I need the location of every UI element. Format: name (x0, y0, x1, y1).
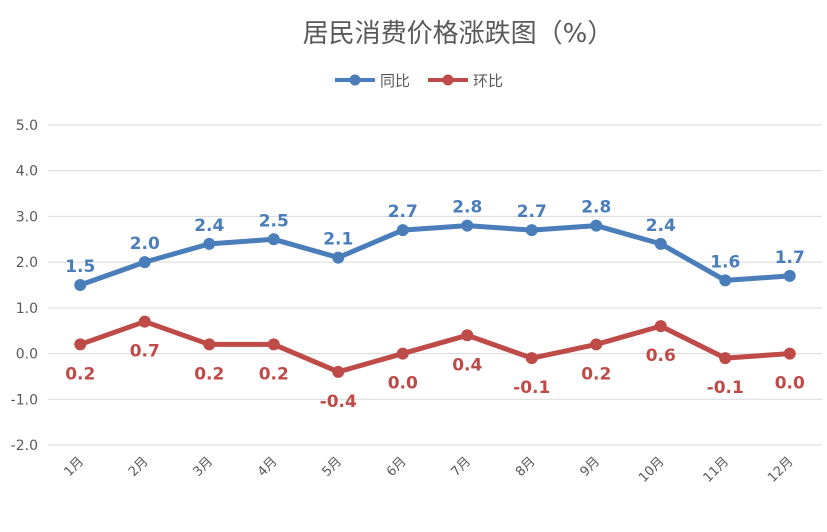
data-label: 2.0 (130, 234, 160, 254)
y-tick-label: -2.0 (11, 438, 38, 454)
data-point (396, 224, 409, 237)
series-group (74, 219, 796, 378)
chart-title: 居民消费价格涨跌图（%） (303, 19, 614, 49)
data-point (203, 338, 216, 351)
data-point (396, 347, 409, 360)
data-label: 0.2 (194, 364, 224, 384)
data-point (74, 338, 87, 351)
x-tick-label: 6月 (384, 454, 410, 480)
data-label: 1.5 (65, 257, 95, 277)
data-label: 1.6 (710, 252, 740, 272)
data-point (719, 274, 732, 287)
data-point (654, 237, 667, 250)
data-label: 0.2 (259, 364, 289, 384)
series-line (77, 223, 793, 288)
data-point (138, 256, 151, 269)
data-label: 2.8 (581, 198, 611, 218)
data-point (525, 352, 538, 365)
gridlines (48, 124, 822, 446)
data-label: -0.1 (707, 378, 744, 398)
data-label: 0.2 (65, 364, 95, 384)
x-tick-label: 5月 (319, 454, 345, 480)
y-tick-label: 4.0 (16, 164, 38, 180)
legend-marker (349, 74, 361, 86)
x-axis: 1月 2月 3月 4月 5月 6月 7月 8月 9月 10月 11月 12月 (61, 454, 796, 485)
data-point (267, 338, 280, 351)
data-point (783, 269, 796, 282)
legend-marker (442, 74, 454, 86)
data-label: -0.1 (513, 378, 550, 398)
x-tick-label: 1月 (61, 454, 87, 480)
data-point (74, 279, 87, 291)
data-point (267, 233, 280, 246)
series-line (77, 319, 793, 375)
data-point (590, 219, 603, 232)
data-point (654, 320, 667, 333)
data-point (203, 237, 216, 250)
x-tick-label: 12月 (765, 454, 796, 485)
data-point (525, 224, 538, 237)
x-tick-label: 9月 (577, 454, 603, 480)
y-tick-label: 2.0 (16, 255, 38, 271)
x-tick-label: 11月 (701, 454, 732, 485)
data-point (461, 329, 474, 342)
data-label: 0.6 (646, 346, 676, 366)
data-point (719, 352, 732, 365)
x-tick-label: 3月 (190, 454, 216, 480)
data-label: 2.8 (452, 198, 482, 218)
y-tick-label: 3.0 (16, 209, 38, 225)
data-label: 2.5 (259, 211, 289, 231)
data-label: 0.0 (775, 374, 805, 394)
y-tick-label: 0.0 (16, 347, 38, 363)
y-tick-label: -1.0 (11, 392, 38, 408)
data-label: 2.7 (388, 202, 418, 222)
x-tick-label: 10月 (636, 454, 667, 485)
y-axis: 5.0 4.0 3.0 2.0 1.0 0.0 -1.0 -2.0 (11, 118, 38, 454)
data-label: 0.2 (581, 364, 611, 384)
data-label: 1.7 (775, 248, 805, 268)
data-label: 0.4 (452, 355, 482, 375)
x-tick-label: 8月 (513, 454, 539, 480)
data-point (138, 315, 151, 328)
x-tick-label: 4月 (255, 454, 281, 480)
data-point (783, 347, 796, 360)
legend-label: 同比 (380, 72, 410, 90)
data-point (332, 251, 345, 264)
data-point (461, 219, 474, 232)
y-tick-label: 1.0 (16, 301, 38, 317)
data-label: 2.4 (194, 216, 224, 236)
data-label: 0.0 (388, 374, 418, 394)
legend: 同比 环比 (335, 72, 503, 90)
data-point (590, 338, 603, 351)
x-tick-label: 7月 (448, 454, 474, 480)
legend-label: 环比 (473, 72, 503, 90)
data-label: -0.4 (320, 392, 357, 412)
data-labels: 1.5 2.0 2.4 2.5 2.1 2.7 2.8 2.7 2.8 2.4 1.6 1.7 0.2 0… (65, 198, 805, 412)
data-label: 2.7 (517, 202, 547, 222)
y-tick-label: 5.0 (16, 118, 38, 134)
data-point (332, 365, 345, 378)
data-label: 2.4 (646, 216, 676, 236)
data-label: 0.7 (130, 342, 160, 362)
x-tick-label: 2月 (126, 454, 152, 480)
data-label: 2.1 (323, 230, 353, 250)
